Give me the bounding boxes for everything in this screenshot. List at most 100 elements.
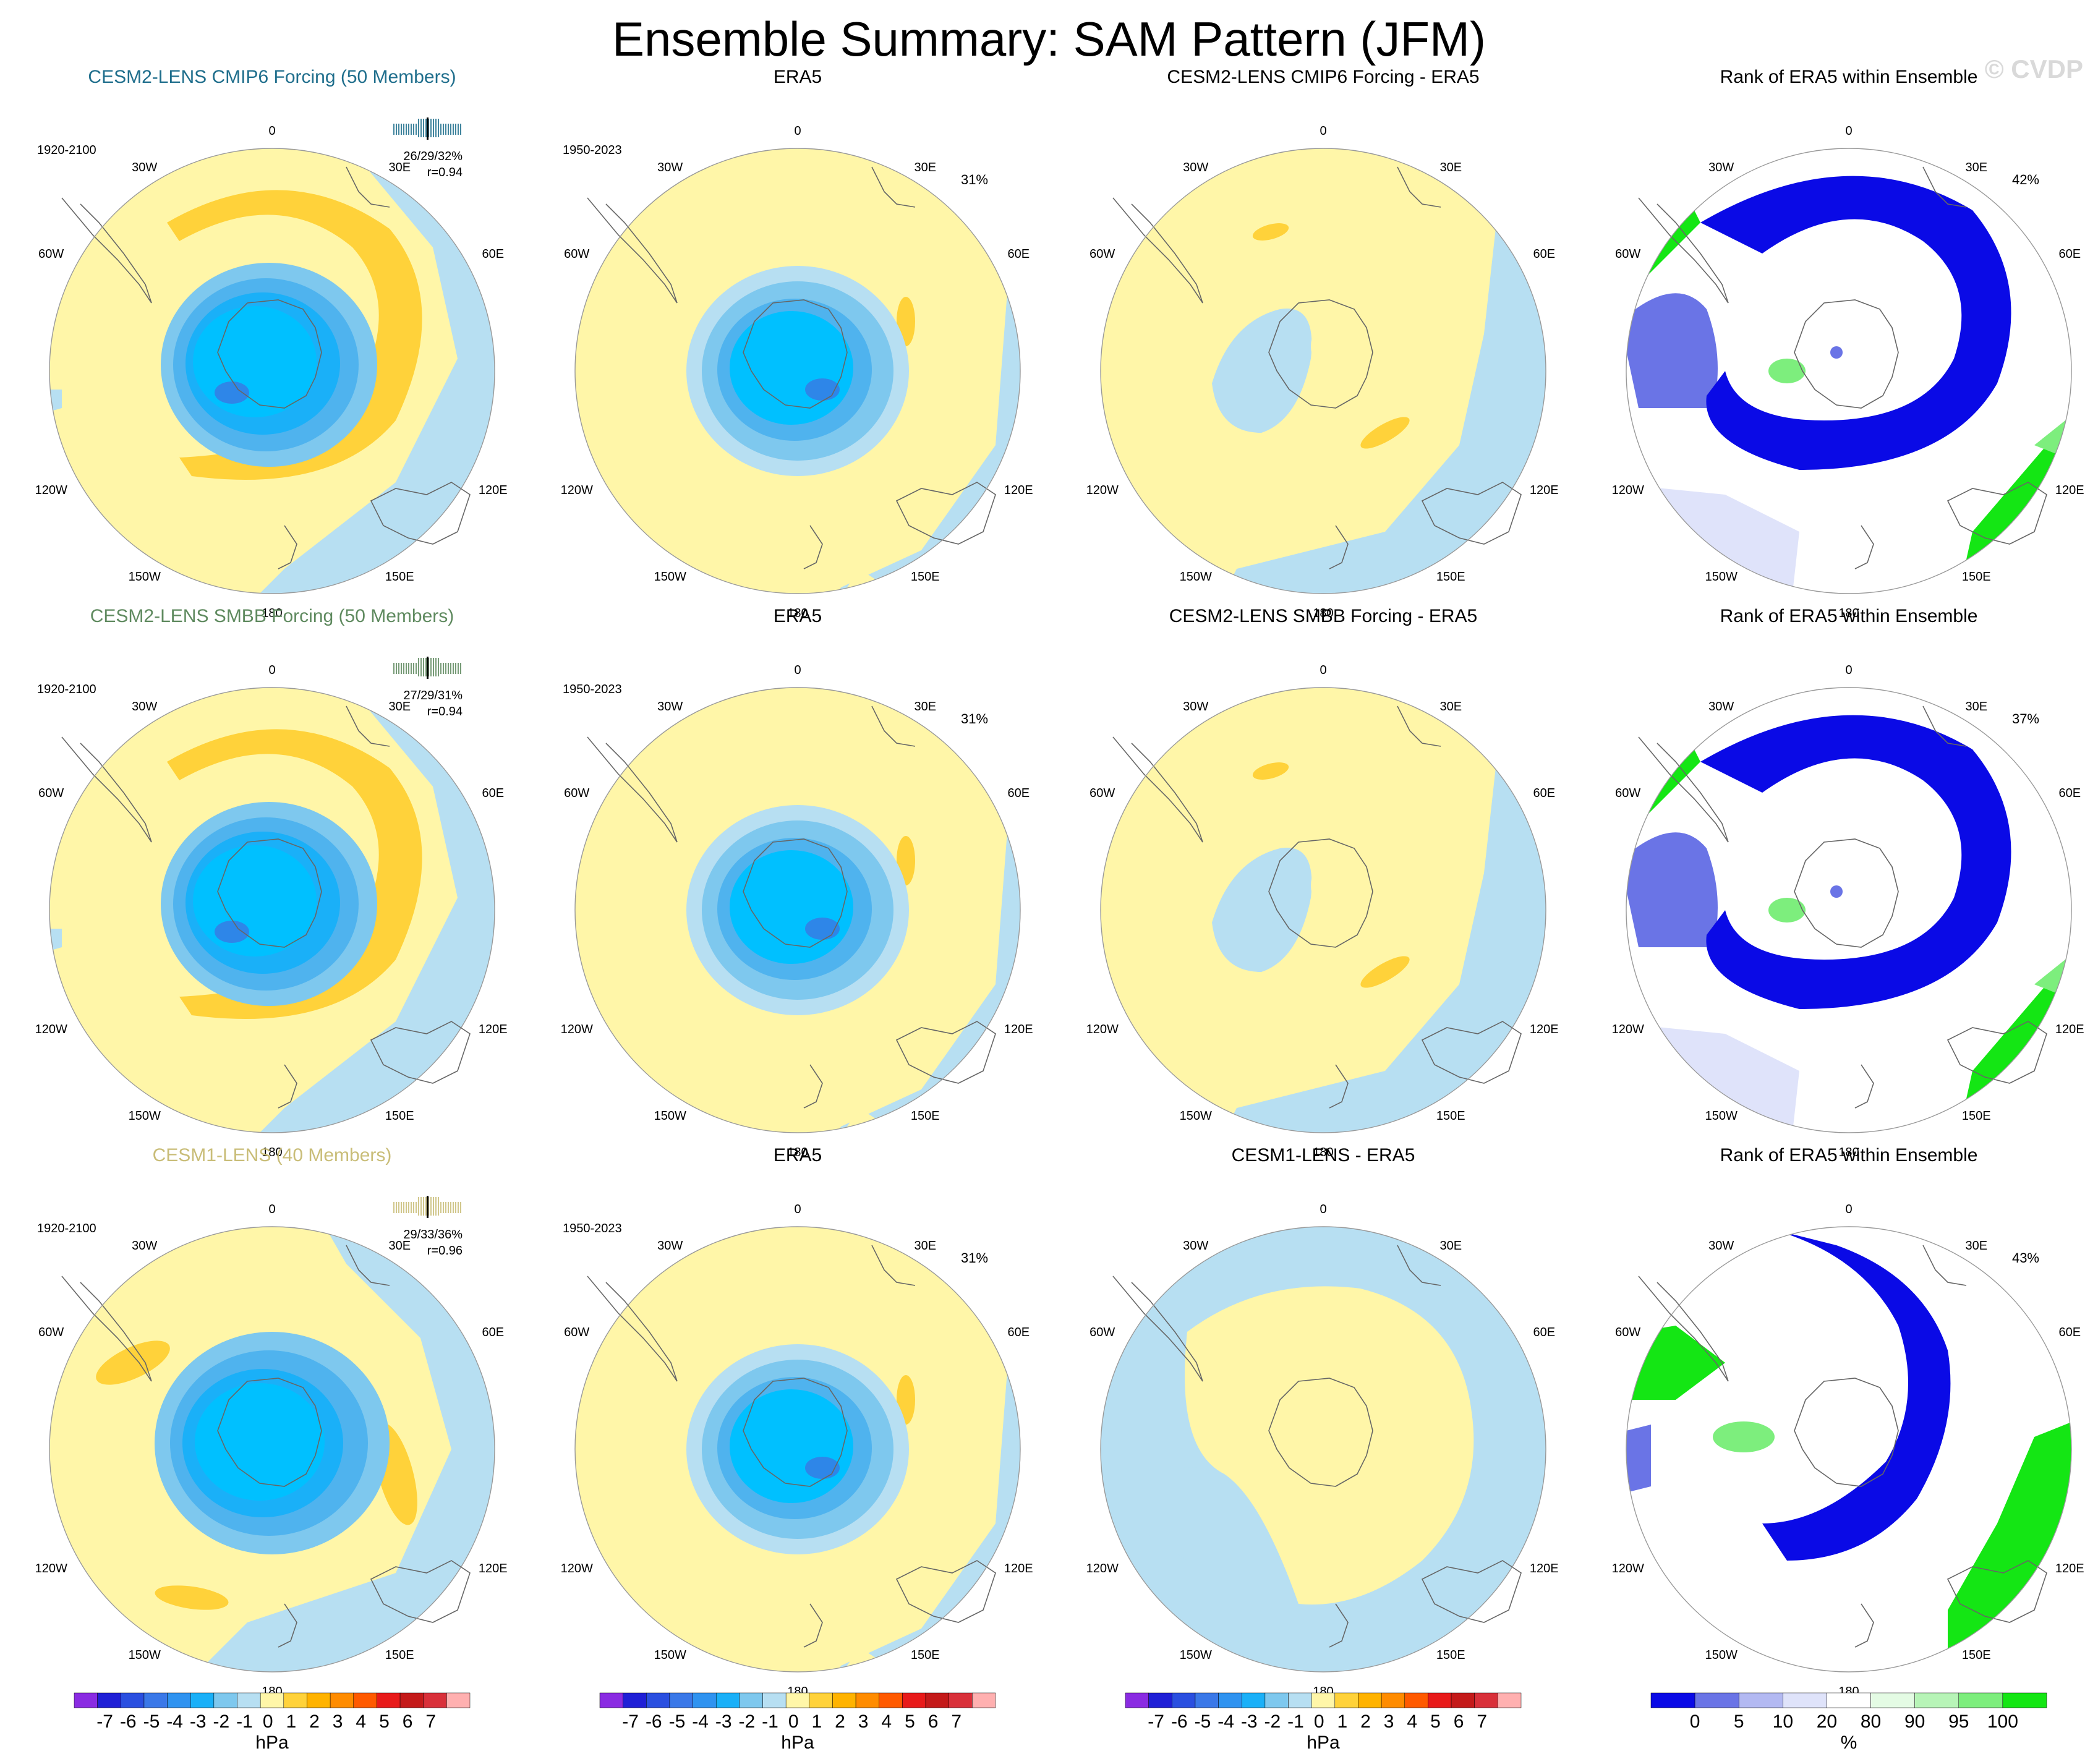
colorbar-tick-label: -5 [1195, 1711, 1211, 1732]
map-boundary [1100, 687, 1546, 1133]
lon-label: 180 [1838, 607, 1859, 620]
colorbar-tick-label: -2 [739, 1711, 756, 1732]
lon-label: 30E [914, 161, 936, 174]
lon-label: 150W [654, 1648, 686, 1662]
lon-label: 120E [1004, 1023, 1033, 1036]
lon-label: 60W [1615, 1326, 1640, 1339]
lon-label: 60W [1090, 786, 1115, 800]
colorbar-tick-label: 3 [1384, 1711, 1394, 1732]
lon-label: 150W [1180, 1109, 1212, 1123]
panel-title: CESM1-LENS - ERA5 [1231, 1145, 1415, 1165]
panel-title: Rank of ERA5 within Ensemble [1720, 67, 1978, 87]
colorbar-swatch [1264, 1692, 1289, 1708]
colorbar-swatch [855, 1692, 880, 1708]
colorbar-swatch [167, 1692, 191, 1708]
lon-label: 150E [1436, 570, 1465, 584]
colorbar-tick-label: 0 [263, 1711, 273, 1732]
colorbar-tick-label: 100 [1987, 1711, 2018, 1732]
colorbar-tick-label: 6 [1454, 1711, 1464, 1732]
lon-label: 150W [129, 570, 161, 584]
lon-label: 120E [1530, 1562, 1559, 1575]
colorbar-swatch [832, 1692, 856, 1708]
colorbar-swatch [377, 1692, 401, 1708]
lon-label: 60E [1007, 247, 1030, 261]
lon-label: 60E [1007, 786, 1030, 800]
polar-map: 030E60E90E120E150E180150W120W90W60W30W [561, 124, 1033, 620]
colorbar-hpa: -7 -6 -5 -4 -3 -2 -1 0 1 2 3 4 5 6 7 hPa [1119, 1687, 1527, 1764]
pct-explained: 26/29/32% [403, 150, 463, 163]
colorbar-swatch [2002, 1692, 2047, 1708]
colorbar-swatch [446, 1692, 471, 1708]
lon-label: 30E [388, 700, 411, 714]
colorbar-tick-label: -4 [1217, 1711, 1234, 1732]
colorbar-tick-label: -7 [1148, 1711, 1164, 1732]
colorbar-tick-label: 2 [835, 1711, 845, 1732]
colorbar-swatch [237, 1692, 261, 1708]
lon-label: 60W [38, 786, 64, 800]
lon-label: 30E [1965, 161, 1987, 174]
lon-label: 180 [787, 607, 808, 620]
colorbar-swatch [693, 1692, 717, 1708]
colorbar-tick-label: 4 [356, 1711, 366, 1732]
colorbar-swatch [399, 1692, 424, 1708]
panel-era5-row3: 030E60E90E120E150E180150W120W90W60W30WER… [550, 1145, 1045, 1721]
lon-label: 150W [654, 1109, 686, 1123]
colorbar-swatch [1738, 1692, 1783, 1708]
lon-label: 60W [564, 786, 589, 800]
lon-labels: 030E60E90E120E150E180150W120W90W60W30W [1086, 663, 1559, 1159]
colorbar-swatch [879, 1692, 903, 1708]
colorbar-swatch [599, 1692, 623, 1708]
colorbar-tick-label: 3 [333, 1711, 343, 1732]
lon-label: 60W [564, 1326, 589, 1339]
lon-label: 150E [1962, 570, 1991, 584]
colorbar-tick-label: -1 [1287, 1711, 1304, 1732]
colorbar-tick-label: 7 [425, 1711, 436, 1732]
colorbar-hpa: -7 -6 -5 -4 -3 -2 -1 0 1 2 3 4 5 6 7 hPa [594, 1687, 1002, 1764]
lon-labels: 030E60E90E120E150E180150W120W90W60W30W [1612, 124, 2084, 620]
lon-label: 150E [1962, 1648, 1991, 1662]
lon-label: 150E [385, 1109, 414, 1123]
lon-label: 120E [2055, 484, 2084, 497]
polar-map: 030E60E90E120E150E180150W120W90W60W30W [35, 124, 508, 620]
colorbar-unit: % [1841, 1732, 1857, 1753]
colorbar-swatch [260, 1692, 284, 1708]
colorbar-swatch [809, 1692, 833, 1708]
panel-title: Rank of ERA5 within Ensemble [1720, 1145, 1978, 1165]
polar-map: 030E60E90E120E150E180150W120W90W60W30W [561, 1203, 1033, 1698]
colorbar-tick-label: 0 [1690, 1711, 1700, 1732]
colorbar-swatch [330, 1692, 354, 1708]
lon-label: 150W [654, 570, 686, 584]
lon-label: 120E [1530, 484, 1559, 497]
pattern-correlation: r=0.94 [427, 166, 463, 179]
colorbar-swatch [972, 1692, 996, 1708]
colorbar-tick-label: 5 [1734, 1711, 1744, 1732]
lon-label: 60E [2058, 247, 2081, 261]
lon-label: 30E [388, 161, 411, 174]
colorbar-svg: -7 -6 -5 -4 -3 -2 -1 0 1 2 3 4 5 6 7 hPa [1125, 1692, 1522, 1753]
period-label: 1920-2100 [37, 143, 96, 157]
ensemble-stats: 29/33/36% r=0.96 [403, 1227, 463, 1259]
colorbar-swatch [1195, 1692, 1219, 1708]
lon-labels: 030E60E90E120E150E180150W120W90W60W30W [1086, 124, 1559, 620]
colorbar-swatch [739, 1692, 763, 1708]
polar-map: 030E60E90E120E150E180150W120W90W60W30W [1086, 663, 1559, 1159]
lon-label: 30W [1708, 700, 1734, 714]
colorbar-hpa: -7 -6 -5 -4 -3 -2 -1 0 1 2 3 4 5 6 7 hPa [68, 1687, 476, 1764]
colorbar-tick-label: 0 [788, 1711, 799, 1732]
period-label: 1950-2023 [563, 683, 622, 696]
coastline [1112, 1245, 1522, 1648]
colorbar-svg: -7 -6 -5 -4 -3 -2 -1 0 1 2 3 4 5 6 7 hPa [74, 1692, 471, 1753]
lon-labels: 030E60E90E120E150E180150W120W90W60W30W [561, 663, 1033, 1159]
colorbar-tick-label: -3 [1241, 1711, 1258, 1732]
colorbar-swatch [423, 1692, 447, 1708]
figure-title: Ensemble Summary: SAM Pattern (JFM) [612, 12, 1486, 66]
lon-label: 60W [38, 247, 64, 261]
colorbar-tick-label: -5 [143, 1711, 160, 1732]
colorbar-swatch [1827, 1692, 1871, 1708]
polar-map: 030E60E90E120E150E180150W120W90W60W30W [1086, 124, 1559, 620]
colorbar-tick-label: 6 [403, 1711, 413, 1732]
map-boundary [49, 1226, 495, 1672]
lon-label: 120E [2055, 1562, 2084, 1575]
panel-title: CESM2-LENS SMBB Forcing - ERA5 [1169, 606, 1478, 626]
lon-label: 60E [2058, 1326, 2081, 1339]
